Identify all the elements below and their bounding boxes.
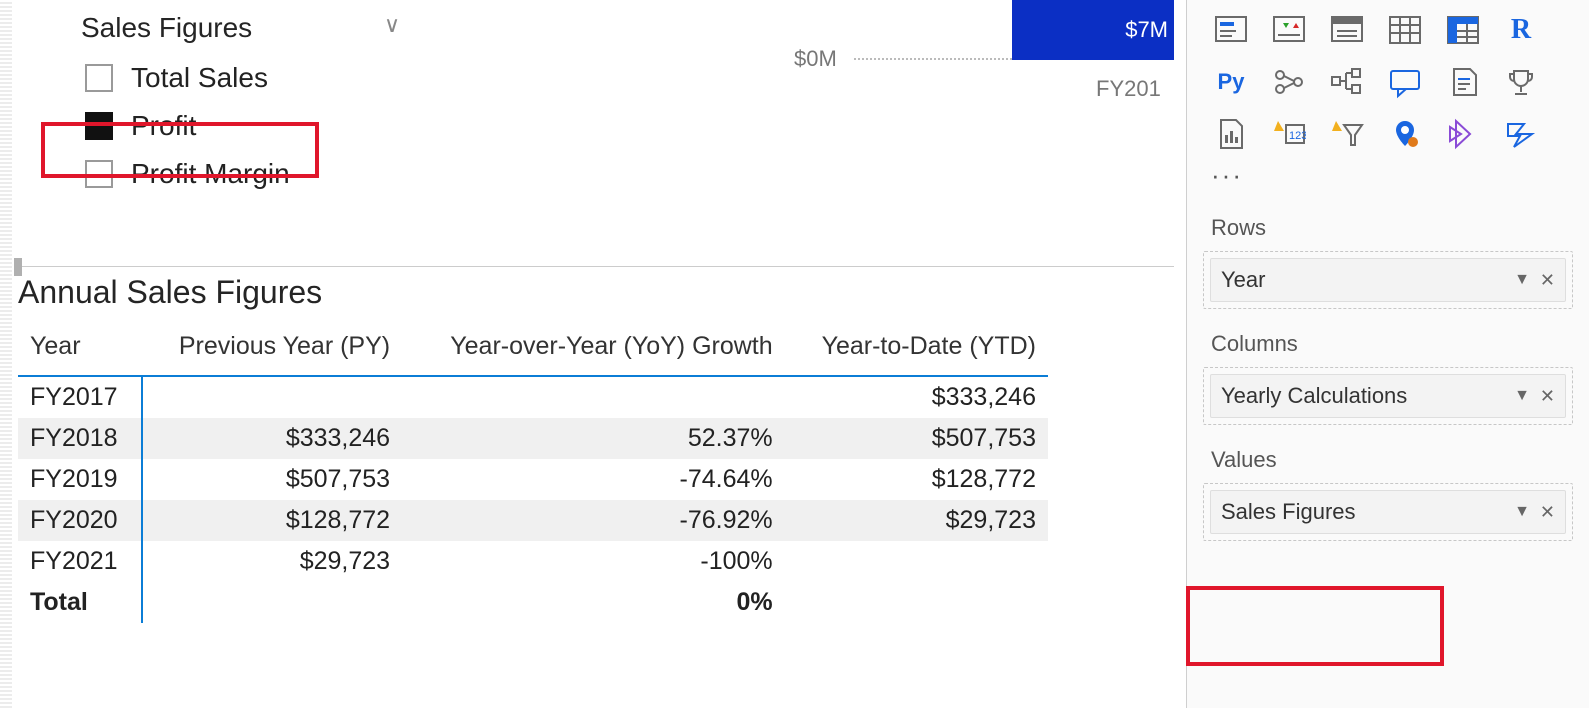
canvas-grip[interactable] [0, 0, 12, 708]
kpi-visual-icon[interactable] [1269, 10, 1309, 50]
table-row[interactable]: FY2020$128,772-76.92%$29,723 [18, 500, 1048, 541]
cell-ytd [785, 582, 1048, 623]
slicer-item-profit[interactable]: Profit [69, 102, 429, 150]
cell-py: $333,246 [142, 418, 402, 459]
cell-year: FY2019 [18, 459, 142, 500]
powerapps-visual-icon[interactable] [1443, 114, 1483, 154]
cell-ytd: $507,753 [785, 418, 1048, 459]
checkbox-icon[interactable] [85, 160, 113, 188]
table-row[interactable]: FY2017 $333,246 [18, 376, 1048, 418]
cell-yoy: -76.92% [402, 500, 785, 541]
chevron-down-icon[interactable]: ∨ [384, 12, 400, 38]
columns-section-label: Columns [1187, 313, 1589, 363]
table-row[interactable]: FY2021$29,723-100% [18, 541, 1048, 582]
slicer-item-label: Total Sales [131, 62, 268, 94]
chart-axis-label: $0M [794, 46, 837, 72]
chevron-down-icon[interactable]: ▼ [1514, 271, 1530, 289]
cell-py [142, 376, 402, 418]
cell-yoy: -100% [402, 541, 785, 582]
slicer-item-total-sales[interactable]: Total Sales [69, 54, 429, 102]
slicer-visual-icon[interactable] [1327, 10, 1367, 50]
cell-yoy: 0% [402, 582, 785, 623]
cell-py: $507,753 [142, 459, 402, 500]
slicer-item-label: Profit Margin [131, 158, 290, 190]
checkbox-icon[interactable] [85, 112, 113, 140]
more-visuals-button[interactable]: ··· [1187, 160, 1589, 197]
values-field-well[interactable]: Sales Figures ▼ ✕ [1203, 483, 1573, 541]
power-automate-icon[interactable] [1501, 114, 1541, 154]
slicer-item-profit-margin[interactable]: Profit Margin [69, 150, 429, 198]
cell-year: FY2020 [18, 500, 142, 541]
chevron-down-icon[interactable]: ▼ [1514, 387, 1530, 405]
close-icon[interactable]: ✕ [1540, 270, 1555, 291]
report-canvas: Sales Figures ∨ Total Sales Profit Profi… [14, 0, 1176, 708]
viz-picker-row: Py [1187, 56, 1589, 108]
slicer-title: Sales Figures [69, 8, 429, 54]
table-header[interactable]: Previous Year (PY) [142, 322, 402, 376]
cell-ytd: $333,246 [785, 376, 1048, 418]
cell-py: $128,772 [142, 500, 402, 541]
cell-year: FY2021 [18, 541, 142, 582]
values-section-label: Values [1187, 429, 1589, 479]
decomposition-tree-icon[interactable] [1327, 62, 1367, 102]
matrix-visual-icon[interactable] [1443, 10, 1483, 50]
key-influencers-icon[interactable] [1269, 62, 1309, 102]
svg-text:123: 123 [1289, 130, 1306, 142]
mini-bar-chart: $7M $0M FY201 [794, 0, 1174, 110]
cell-py: $29,723 [142, 541, 402, 582]
field-chip-sales-figures[interactable]: Sales Figures ▼ ✕ [1210, 490, 1566, 534]
table-visual-icon[interactable] [1385, 10, 1425, 50]
field-chip-year[interactable]: Year ▼ ✕ [1210, 258, 1566, 302]
card-visual-icon[interactable] [1211, 10, 1251, 50]
slicer-sales-figures: Sales Figures ∨ Total Sales Profit Profi… [69, 8, 429, 198]
divider [14, 266, 1174, 267]
checkbox-icon[interactable] [85, 64, 113, 92]
chip-label: Yearly Calculations [1221, 383, 1407, 409]
chart-x-label: FY201 [1096, 76, 1161, 102]
chip-label: Sales Figures [1221, 499, 1356, 525]
cell-ytd [785, 541, 1048, 582]
visualizations-panel: R Py 123 [1186, 0, 1589, 708]
auto-filter-icon[interactable] [1327, 114, 1367, 154]
r-visual-icon[interactable]: R [1501, 10, 1541, 50]
table-header[interactable]: Year-to-Date (YTD) [785, 322, 1048, 376]
table-row[interactable]: FY2018$333,24652.37%$507,753 [18, 418, 1048, 459]
cell-year: FY2018 [18, 418, 142, 459]
cell-yoy: 52.37% [402, 418, 785, 459]
close-icon[interactable]: ✕ [1540, 502, 1555, 523]
chip-label: Year [1221, 267, 1265, 293]
cell-year: FY2017 [18, 376, 142, 418]
close-icon[interactable]: ✕ [1540, 386, 1555, 407]
viz-picker-row: 123 [1187, 108, 1589, 160]
table-header-row: Year Previous Year (PY) Year-over-Year (… [18, 322, 1048, 376]
chart-gridline [854, 58, 1012, 60]
qa-visual-icon[interactable] [1385, 62, 1425, 102]
annual-sales-matrix: Year Previous Year (PY) Year-over-Year (… [18, 322, 1048, 623]
cell-ytd: $128,772 [785, 459, 1048, 500]
slicer-item-label: Profit [131, 110, 196, 142]
columns-field-well[interactable]: Yearly Calculations ▼ ✕ [1203, 367, 1573, 425]
smart-narrative-icon[interactable] [1443, 62, 1483, 102]
cell-ytd: $29,723 [785, 500, 1048, 541]
table-header[interactable]: Year [18, 322, 142, 376]
goals-visual-icon[interactable] [1501, 62, 1541, 102]
table-title: Annual Sales Figures [18, 274, 322, 311]
table-row[interactable]: FY2019$507,753-74.64%$128,772 [18, 459, 1048, 500]
table-total-row: Total 0% [18, 582, 1048, 623]
chevron-down-icon[interactable]: ▼ [1514, 503, 1530, 521]
table-header[interactable]: Year-over-Year (YoY) Growth [402, 322, 785, 376]
cell-yoy: -74.64% [402, 459, 785, 500]
cell-py [142, 582, 402, 623]
rows-section-label: Rows [1187, 197, 1589, 247]
viz-picker-row: R [1187, 4, 1589, 56]
chart-bar: $7M [1012, 0, 1174, 60]
paginated-report-icon[interactable] [1211, 114, 1251, 154]
cell-year: Total [18, 582, 142, 623]
python-visual-icon[interactable]: Py [1211, 62, 1251, 102]
field-chip-yearly-calculations[interactable]: Yearly Calculations ▼ ✕ [1210, 374, 1566, 418]
cell-yoy [402, 376, 785, 418]
arcgis-map-icon[interactable] [1385, 114, 1425, 154]
rows-field-well[interactable]: Year ▼ ✕ [1203, 251, 1573, 309]
auto-ml-visual-icon[interactable]: 123 [1269, 114, 1309, 154]
